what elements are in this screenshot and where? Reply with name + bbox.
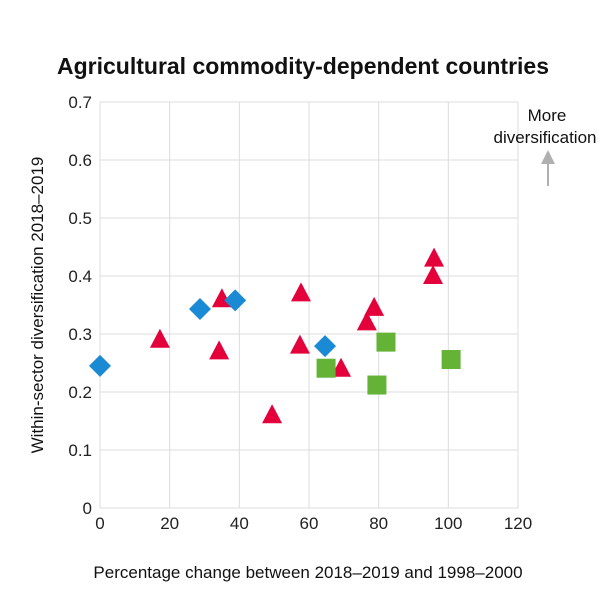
y-tick-label: 0.1 [68, 441, 92, 460]
gridlines [99, 101, 519, 509]
y-tick-label: 0 [83, 499, 92, 518]
square-point [367, 375, 387, 395]
diamond-point [314, 335, 337, 358]
chart-title: Agricultural commodity-dependent countri… [57, 53, 549, 79]
x-axis-label: Percentage change between 2018–2019 and … [93, 563, 522, 582]
triangle-point [364, 296, 385, 316]
triangle-point [209, 340, 230, 360]
y-tick-label: 0.2 [68, 383, 92, 402]
diamond-point [89, 354, 111, 377]
up-arrow-icon [541, 150, 555, 186]
y-tick-label: 0.3 [68, 325, 92, 344]
x-tick-label: 40 [230, 514, 249, 533]
triangle-point [423, 265, 444, 284]
tick-labels: 0 20 40 60 80 100 120 0 0.1 0.2 0.3 0.4 0.5 0.6 0.7 [68, 93, 532, 533]
diamond-point [188, 298, 211, 321]
y-tick-label: 0.4 [68, 267, 92, 286]
square-point [441, 350, 461, 370]
triangle-point [149, 328, 170, 348]
y-tick-label: 0.6 [68, 151, 92, 170]
x-tick-label: 60 [300, 514, 319, 533]
data-points [89, 247, 461, 424]
diamond-point [224, 289, 247, 312]
x-tick-label: 120 [504, 514, 532, 533]
triangle-point [424, 247, 445, 267]
triangle-point [290, 282, 311, 302]
x-tick-label: 80 [369, 514, 388, 533]
triangle-point [262, 404, 283, 424]
annotation-line2: diversification [494, 128, 597, 147]
y-tick-label: 0.7 [68, 93, 92, 112]
y-tick-label: 0.5 [68, 209, 92, 228]
triangle-point [331, 357, 352, 377]
triangle-point [289, 334, 310, 354]
x-tick-label: 100 [434, 514, 462, 533]
annotation-line1: More [528, 106, 567, 125]
y-axis-label: Within-sector diversification 2018–2019 [28, 157, 47, 454]
x-tick-label: 20 [160, 514, 179, 533]
x-tick-label: 0 [95, 514, 104, 533]
triangle-point [356, 311, 377, 331]
square-point [316, 358, 336, 378]
square-point [376, 332, 396, 352]
